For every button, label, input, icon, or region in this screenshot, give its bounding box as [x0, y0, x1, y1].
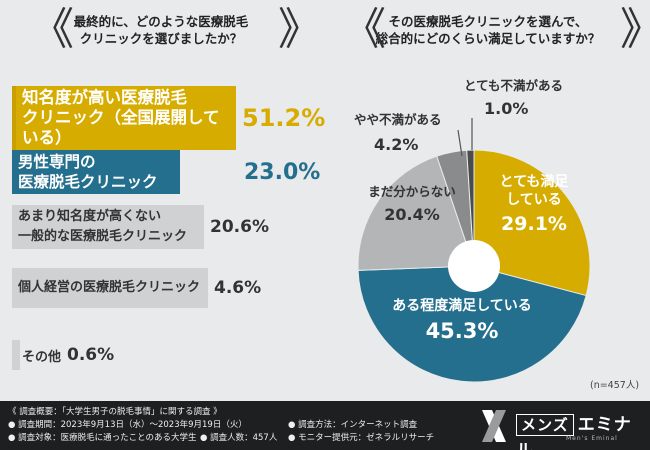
survey-monitor: ● モニター提供元：ゼネラルリサーチ: [288, 433, 435, 443]
answer-row-famous: 知名度が高い医療脱毛 クリニック（全国展開している） 51.2%: [12, 86, 325, 150]
pie-value-very-satisfied: 29.1%: [501, 213, 567, 235]
logo-brand-text: メンズエミナル: [516, 410, 643, 450]
right-bracket-icon: 》: [620, 8, 650, 52]
brand-logo: メンズエミナル Men's Eminal: [478, 406, 643, 450]
answer-label-line2: 医療脱毛クリニック: [18, 173, 158, 191]
survey-heading: 《 調査概要：「大学生男子の脱毛事情」に関する調査 》: [8, 407, 222, 417]
pie-label-very-satisfied: とても満足: [500, 173, 570, 190]
answer-row-private: 個人経営の医療脱毛クリニック 4.6%: [12, 268, 261, 308]
right-question-line1: その医療脱毛クリニックを選んで、: [388, 14, 588, 29]
answer-percent: 51.2%: [242, 104, 326, 132]
pie-value-undecided: 20.4%: [384, 205, 440, 224]
left-question-line1: 最終的に、どのような医療脱毛: [73, 14, 249, 29]
pie-label-somewhat-satisfied: ある程度満足している: [392, 297, 532, 314]
answer-box: 男性専門の 医療脱毛クリニック: [12, 150, 180, 194]
answer-row-general: あまり知名度が高くない 一般的な医療脱毛クリニック 20.6%: [12, 205, 269, 249]
left-question-title: 《 最終的に、どのような医療脱毛 クリニックを選びましたか？ 》: [30, 4, 322, 55]
pie-value-somewhat-satisfied: 45.3%: [426, 319, 499, 343]
answer-box: [12, 340, 20, 370]
pie-label-undecided: まだ分からない: [368, 184, 456, 199]
pie-value-slightly-dissatisfied: 4.2%: [374, 135, 418, 154]
survey-method: ● 調査方法：インターネット調査: [288, 420, 418, 430]
answer-box: 個人経営の医療脱毛クリニック: [12, 268, 208, 308]
survey-count: ● 調査人数：457人: [200, 433, 278, 443]
right-bracket-icon: 》: [278, 4, 322, 55]
answer-box: あまり知名度が高くない 一般的な医療脱毛クリニック: [12, 205, 204, 249]
right-question-title: 《 その医療脱毛クリニックを選んで、 総合的にどのくらい満足していますか？ 》: [342, 4, 650, 55]
pie-center-hole: [448, 240, 500, 292]
answer-label-line2: 一般的な医療脱毛クリニック: [18, 229, 188, 244]
logo-subtitle: Men's Eminal: [566, 435, 618, 442]
answer-percent: 0.6%: [67, 345, 115, 365]
survey-footer: 《 調査概要：「大学生男子の脱毛事情」に関する調査 》 ● 調査期間：2023年…: [0, 401, 650, 450]
left-question-line2: クリニックを選びましたか？: [79, 31, 243, 46]
logo-box-text: メンズ: [516, 414, 574, 436]
answer-row-other: その他 0.6%: [12, 340, 114, 370]
answer-label-line1: その他: [22, 349, 62, 365]
pie-slice-0: [473, 149, 591, 297]
pie-slice-1: [357, 265, 587, 383]
answer-percent: 20.6%: [210, 217, 269, 237]
sample-size-label: (n=457人): [590, 380, 640, 391]
left-bracket-icon: 《: [30, 4, 74, 55]
left-bracket-icon: 《: [342, 4, 386, 55]
answer-label-line1: 知名度が高い医療脱毛: [22, 88, 187, 107]
answer-percent: 23.0%: [244, 159, 321, 185]
pie-slice-4: [466, 149, 475, 267]
answer-label-line1: 個人経営の医療脱毛クリニック: [18, 280, 201, 295]
answer-label-line1: あまり知名度が高くない: [18, 209, 162, 224]
right-question-line2: 総合的にどのくらい満足していますか？: [375, 31, 601, 46]
pie-value-very-dissatisfied: 1.0%: [484, 99, 528, 118]
logo-mark-icon: [482, 410, 506, 442]
survey-target: ● 調査対象：医療脱毛に通ったことのある大学生: [8, 433, 197, 443]
answer-label-line1: 男性専門の: [18, 153, 96, 171]
satisfaction-pie-chart: とても満足している 29.1% ある程度満足している 45.3% まだ分からない 20.4…: [352, 78, 622, 388]
answer-box: 知名度が高い医療脱毛 クリニック（全国展開している）: [12, 86, 236, 150]
pie-label-slightly-dissatisfied: やや不満がある: [354, 112, 442, 127]
answer-label-line2: クリニック（全国展開している）: [22, 108, 220, 147]
logo-name-text: エミナル: [516, 415, 632, 450]
survey-period: ● 調査期間：2023年9月13日（水）～2023年9月19日（火）: [8, 420, 247, 430]
answer-row-mens: 男性専門の 医療脱毛クリニック 23.0%: [12, 150, 320, 194]
pie-label-very-dissatisfied: とても不満がある: [464, 78, 563, 93]
answer-percent: 4.6%: [214, 278, 262, 298]
pie-leader-slightly-dissatisfied: [457, 129, 463, 157]
pie-label-very-satisfied-2: している: [506, 192, 562, 208]
pie-slice-2: [357, 155, 475, 271]
